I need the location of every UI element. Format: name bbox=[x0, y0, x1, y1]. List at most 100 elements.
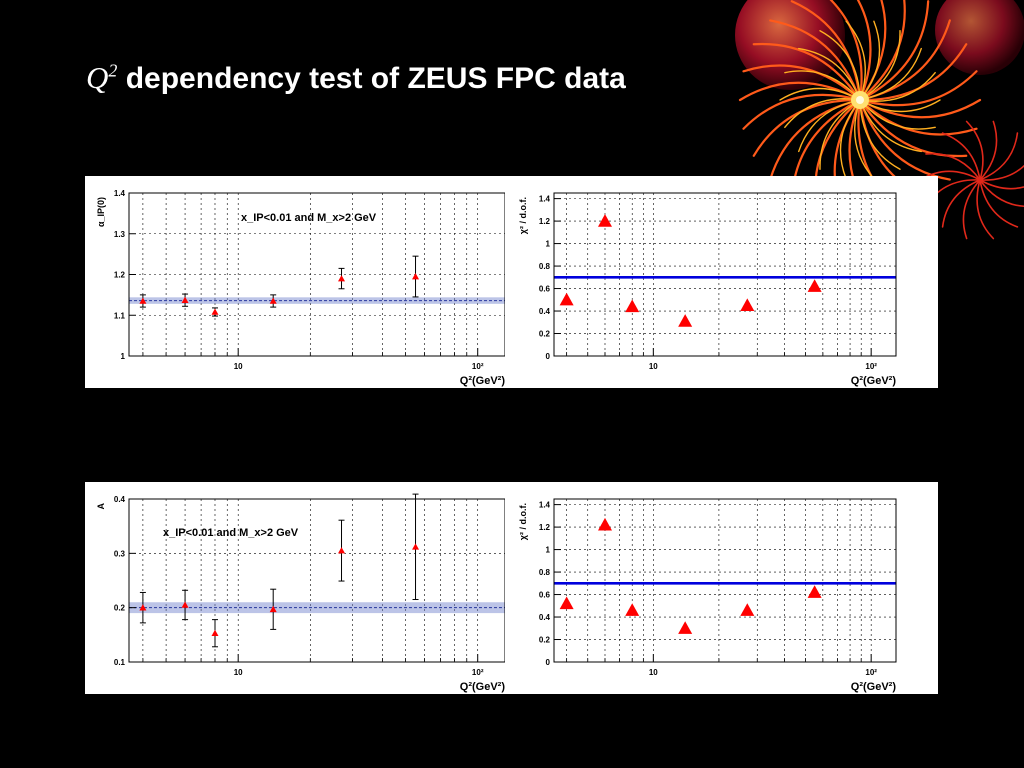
deco-streak bbox=[839, 99, 861, 180]
deco-ball bbox=[935, 0, 1024, 75]
deco-streak bbox=[858, 43, 968, 102]
deco-streak bbox=[859, 99, 936, 130]
title-q-variable: Q2 bbox=[86, 60, 117, 95]
y-tick-label: 0.2 bbox=[539, 330, 551, 339]
deco-streak bbox=[819, 99, 861, 170]
x-axis-label: Q²(GeV²) bbox=[460, 681, 505, 693]
slide-title: Q2 dependency test of ZEUS FPC data bbox=[86, 60, 626, 96]
deco-streak bbox=[784, 70, 861, 101]
data-point-marker bbox=[269, 297, 277, 304]
grid-vertical bbox=[566, 499, 872, 662]
data-points bbox=[559, 214, 822, 327]
deco-streak bbox=[798, 99, 861, 153]
y-tick-label: 1.4 bbox=[539, 195, 551, 204]
data-point-marker bbox=[678, 621, 693, 634]
deco-streak bbox=[859, 20, 881, 101]
data-point-marker bbox=[338, 275, 346, 282]
y-tick-label: 0.4 bbox=[539, 307, 551, 316]
deco-streak bbox=[962, 179, 981, 240]
chi2-A-chart: 0 0.2 0.4 0.6 0.8 1 1.2 1.4 10 10² Q²(GeV²) χ² / d.… bbox=[518, 498, 897, 693]
x-tick-label: 10² bbox=[472, 362, 484, 371]
chi2-alpha0-chart: 0 0.2 0.4 0.6 0.8 1 1.2 1.4 10 10² Q²(GeV²) χ² / d.… bbox=[518, 192, 897, 387]
y-tick-label: 1 bbox=[546, 240, 551, 249]
fit-band bbox=[129, 297, 505, 304]
deco-streak bbox=[859, 30, 901, 101]
fit-band bbox=[129, 602, 505, 614]
deco-streak bbox=[941, 179, 981, 228]
deco-streak bbox=[742, 93, 862, 130]
A-vs-q2-chart: 0.1 0.2 0.3 0.4 10 10² Q²(GeV²) Ax_IP<0.01 and … bbox=[96, 493, 505, 693]
y-tick-label: 0.8 bbox=[539, 262, 551, 271]
grid-horizontal bbox=[129, 498, 505, 663]
deco-streak bbox=[858, 0, 930, 102]
y-tick-label: 0.4 bbox=[539, 613, 551, 622]
deco-streak bbox=[965, 120, 984, 181]
deco-streak bbox=[819, 30, 861, 101]
data-point-marker bbox=[338, 547, 346, 554]
deco-streak bbox=[859, 47, 922, 101]
data-point-marker bbox=[740, 603, 755, 616]
y-tick-label: 0.4 bbox=[114, 495, 126, 504]
x-axis-label: Q²(GeV²) bbox=[851, 681, 897, 693]
y-tick-label: 0.6 bbox=[539, 591, 551, 600]
data-point-marker bbox=[181, 296, 189, 303]
y-tick-label: 1.2 bbox=[539, 523, 551, 532]
deco-spark bbox=[856, 96, 864, 104]
data-point-marker bbox=[139, 297, 147, 304]
data-point-marker bbox=[597, 517, 612, 531]
deco-streak bbox=[769, 19, 862, 102]
y-tick-label: 1.2 bbox=[539, 217, 551, 226]
top-plots-panel: 1 1.1 1.2 1.3 1.4 10 10² Q²(GeV²) α_IP(0) x_IP<0.… bbox=[85, 176, 938, 388]
grid-horizontal bbox=[554, 198, 896, 357]
plot-frame bbox=[128, 498, 505, 663]
deco-streak bbox=[859, 99, 922, 153]
title-q-letter: Q bbox=[86, 60, 109, 95]
deco-streak bbox=[784, 98, 861, 129]
data-point-marker bbox=[559, 596, 574, 610]
deco-streak bbox=[979, 120, 998, 181]
y-axis-label: A bbox=[96, 503, 106, 510]
data-point-marker bbox=[269, 605, 277, 613]
y-tick-label: 1.4 bbox=[114, 189, 126, 198]
data-point-marker bbox=[181, 601, 189, 608]
y-tick-label: 0 bbox=[546, 658, 551, 667]
y-tick-label: 0.2 bbox=[114, 604, 126, 613]
data-point-marker bbox=[625, 299, 640, 313]
x-tick-label: 10 bbox=[649, 668, 658, 677]
y-tick-label: 0 bbox=[546, 352, 551, 361]
y-tick-label: 0.2 bbox=[539, 636, 551, 645]
deco-streak bbox=[979, 164, 1024, 181]
deco-streak bbox=[979, 179, 1024, 207]
data-point-marker bbox=[740, 298, 755, 312]
deco-streak bbox=[752, 42, 862, 102]
y-tick-label: 0.6 bbox=[539, 285, 551, 294]
y-tick-label: 1.2 bbox=[114, 271, 126, 280]
data-point-marker bbox=[412, 543, 420, 550]
deco-streak bbox=[859, 99, 901, 170]
data-point-marker bbox=[139, 604, 147, 611]
x-tick-label: 10 bbox=[649, 362, 658, 371]
y-tick-label: 1 bbox=[121, 352, 126, 361]
data-point-marker bbox=[678, 314, 693, 327]
data-points bbox=[139, 255, 420, 317]
deco-streak bbox=[829, 0, 863, 102]
title-text: dependency test of ZEUS FPC data bbox=[117, 62, 626, 95]
x-tick-label: 10² bbox=[865, 362, 877, 371]
deco-streak bbox=[752, 98, 862, 157]
deco-streak bbox=[858, 70, 978, 107]
deco-streak bbox=[979, 179, 1024, 190]
deco-streak bbox=[976, 179, 995, 240]
x-tick-label: 10² bbox=[472, 668, 484, 677]
deco-streak bbox=[856, 0, 872, 102]
y-tick-label: 1.4 bbox=[539, 501, 551, 510]
deco-streak bbox=[854, 99, 875, 180]
alpha0-vs-q2-chart: 1 1.1 1.2 1.3 1.4 10 10² Q²(GeV²) α_IP(0) x_IP<0.… bbox=[96, 189, 505, 387]
data-point-marker bbox=[807, 585, 822, 598]
deco-streak bbox=[798, 47, 861, 101]
x-tick-label: 10 bbox=[234, 362, 243, 371]
data-point-marker bbox=[412, 273, 420, 280]
deco-streak bbox=[779, 87, 861, 101]
selection-annotation: x_IP<0.01 and M_x>2 GeV bbox=[163, 527, 299, 539]
selection-annotation: x_IP<0.01 and M_x>2 GeV bbox=[241, 212, 377, 224]
data-points bbox=[139, 493, 420, 648]
